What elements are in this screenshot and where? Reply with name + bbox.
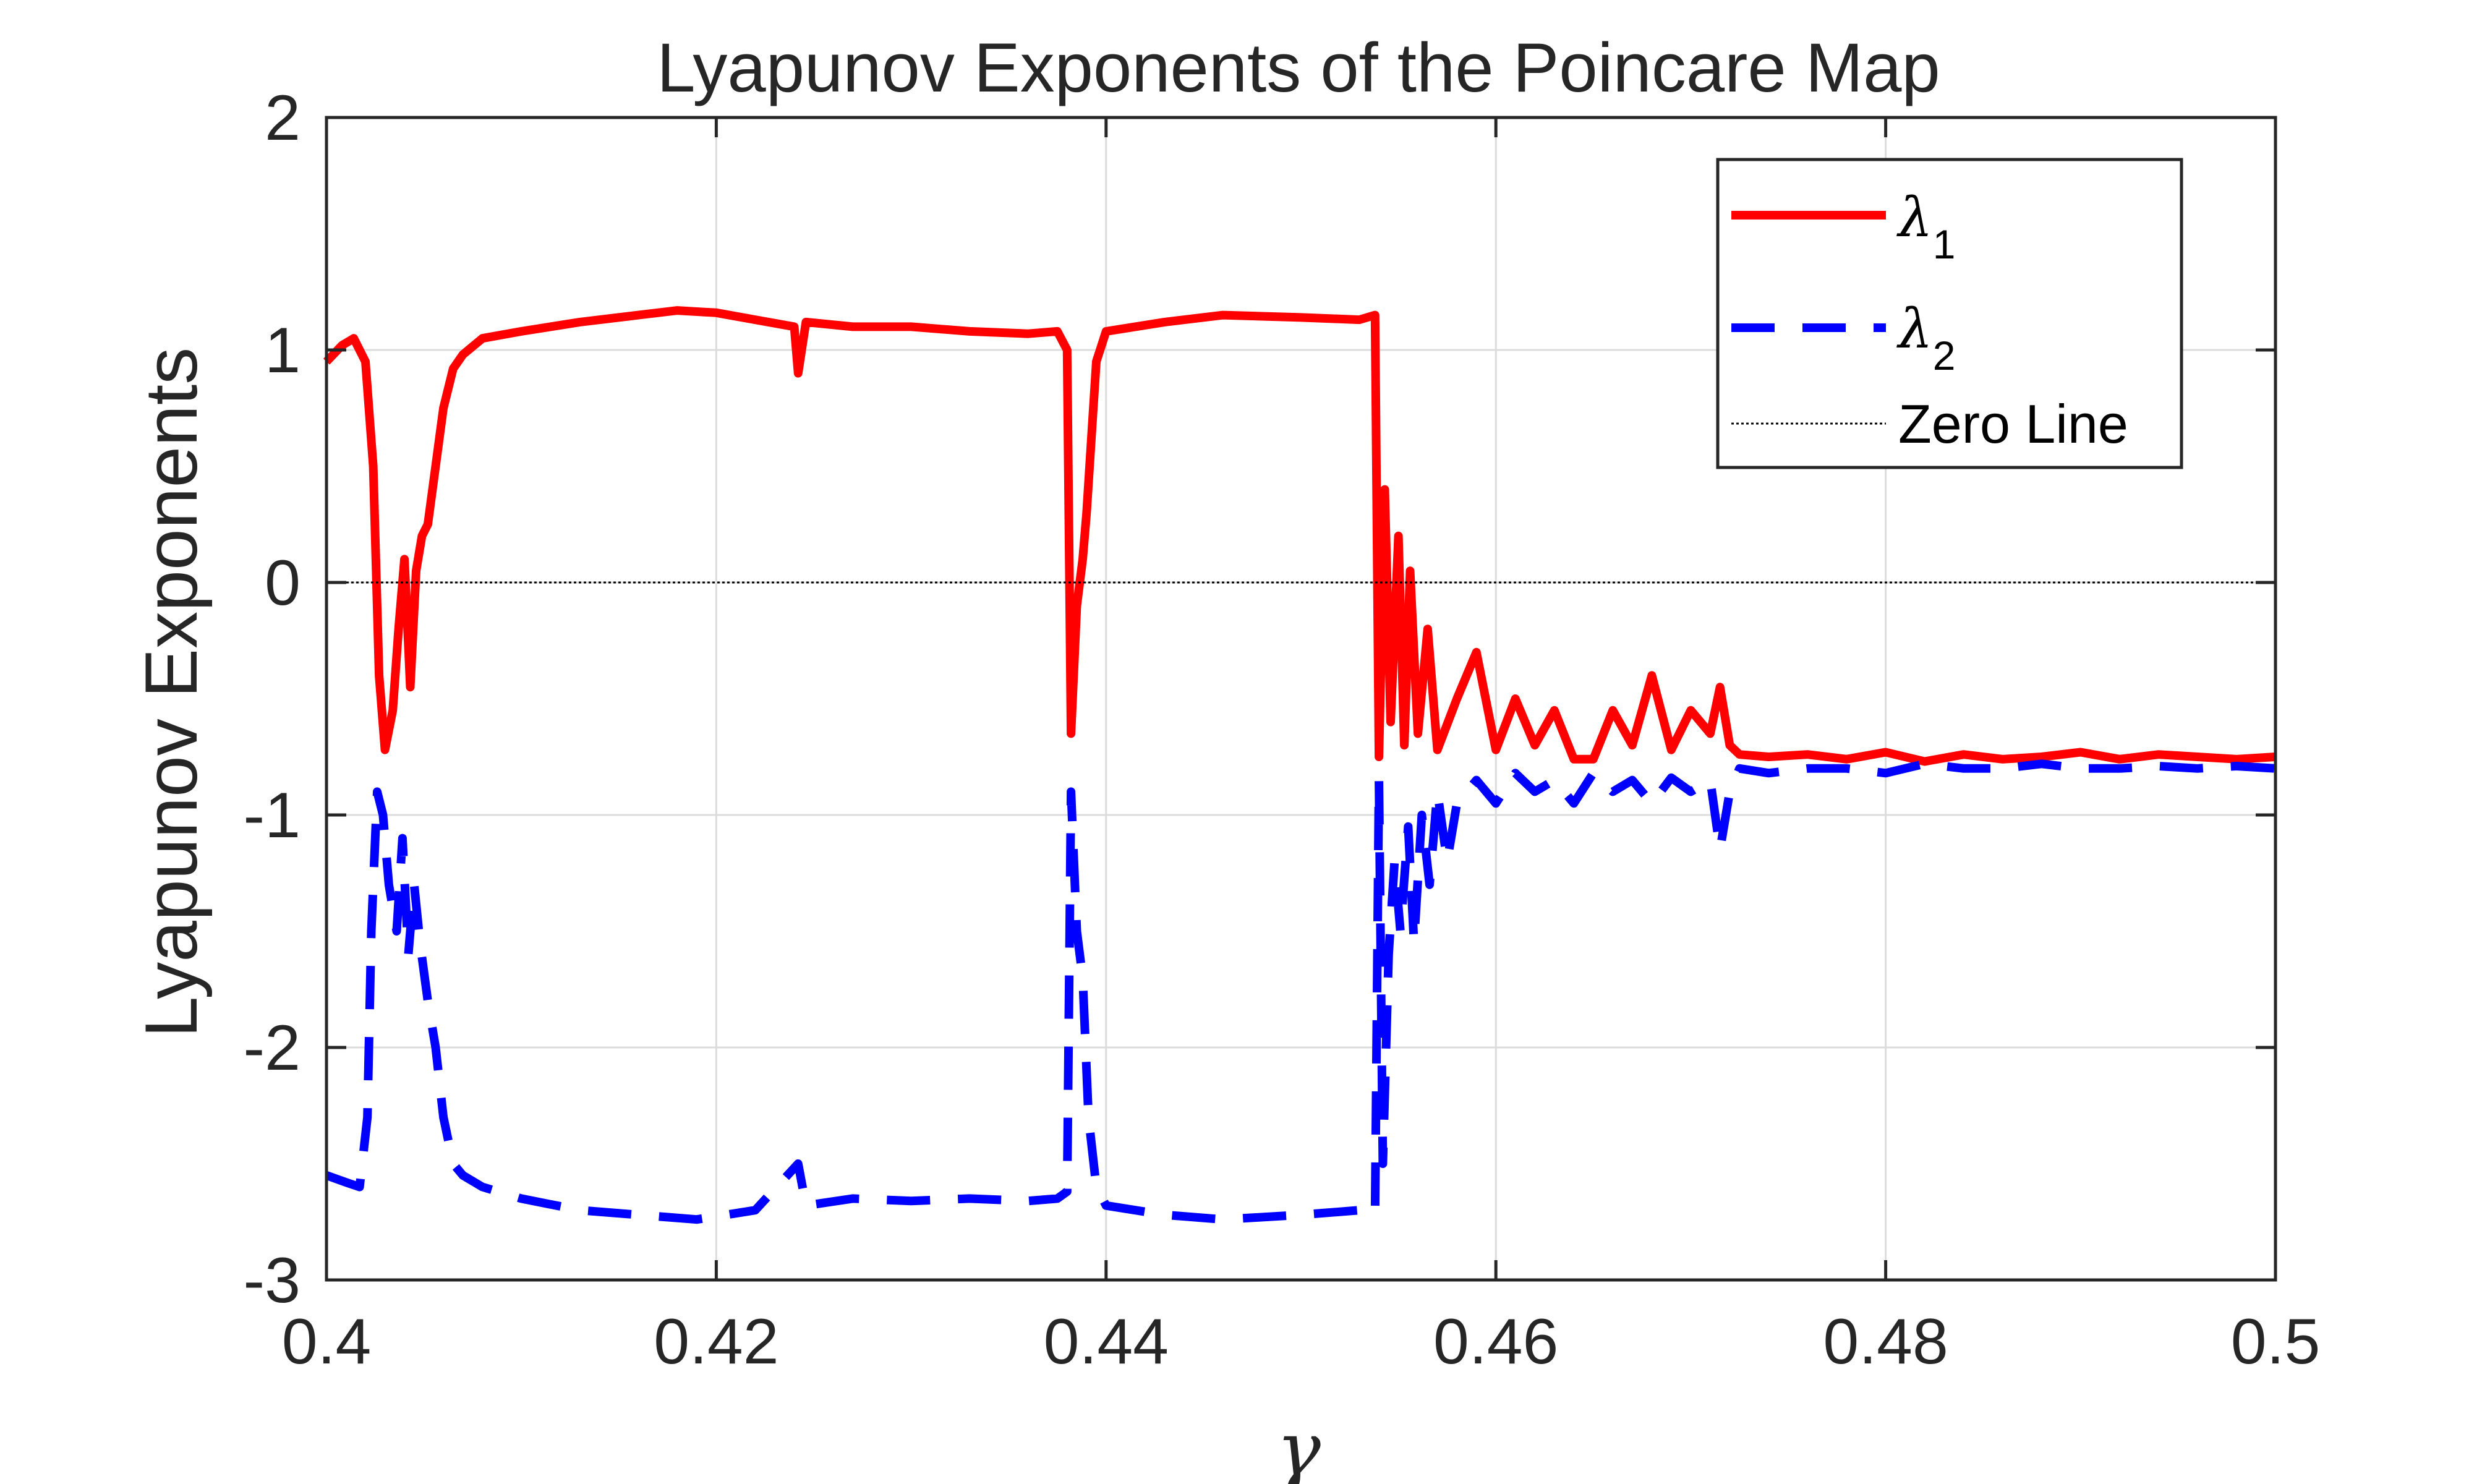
- series-lines: [323, 306, 2276, 1224]
- y-axis-label: Lyapunov Exponents: [130, 348, 213, 1038]
- x-tick-label-5: 0.5: [2231, 1306, 2321, 1378]
- legend-label-lambda2: λ2: [1896, 297, 1956, 378]
- legend: λ1 λ2 Zero Line: [1716, 158, 2183, 469]
- y-tick-label-2: -1: [244, 780, 301, 851]
- legend-label-zero-line: Zero Line: [1898, 393, 2128, 454]
- legend-lambda1-symbol: λ: [1896, 186, 1933, 249]
- legend-label-lambda1: λ1: [1896, 186, 1956, 267]
- x-tick-label-4: 0.48: [1823, 1306, 1948, 1378]
- chart-title: Lyapunov Exponents of the Poincare Map: [657, 29, 1940, 106]
- axes-frame: [325, 116, 2277, 1282]
- series-line-0: [323, 306, 2276, 766]
- x-tick-label-2: 0.44: [1044, 1306, 1169, 1378]
- y-tick-label-1: -2: [244, 1012, 301, 1084]
- y-tick-label-3: 0: [265, 547, 301, 619]
- y-tick-label-5: 2: [265, 82, 301, 154]
- series-line-1: [325, 759, 2276, 1224]
- x-tick-label-0: 0.4: [282, 1306, 372, 1378]
- legend-lambda1-subscript: 1: [1933, 221, 1956, 267]
- x-tick-label-1: 0.42: [654, 1306, 778, 1378]
- x-axis-label: γ: [1276, 1407, 1321, 1484]
- x-tick-label-3: 0.46: [1433, 1306, 1558, 1378]
- y-tick-label-4: 1: [265, 315, 301, 386]
- legend-lambda2-symbol: λ: [1896, 297, 1933, 360]
- legend-lambda2-subscript: 2: [1933, 333, 1956, 378]
- tick-labels: 0.4 0.42 0.44 0.46 0.48 0.5 -3 -2 -1 0 1 2: [244, 82, 2321, 1378]
- y-tick-label-0: -3: [244, 1245, 301, 1316]
- axes-box: [325, 116, 2277, 1282]
